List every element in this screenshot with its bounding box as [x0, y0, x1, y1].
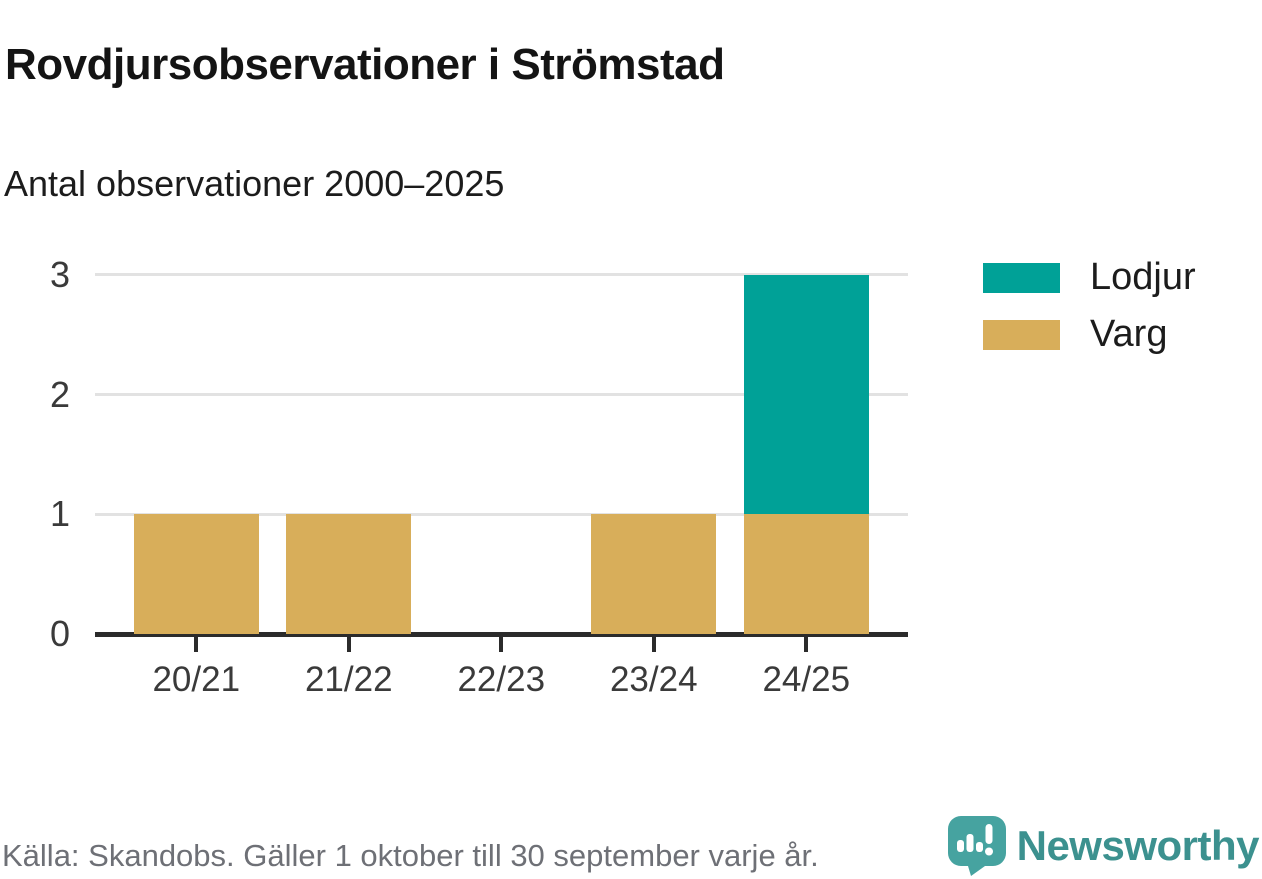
y-axis-tick-label: 2 [49, 373, 70, 415]
legend-label-lodjur: Lodjur [1090, 256, 1196, 298]
gridline [95, 393, 908, 397]
x-axis-tick-label: 20/21 [152, 660, 241, 699]
newsworthy-speech-bubble-chart-icon [947, 816, 1006, 876]
chart-legend: Lodjur Varg [983, 256, 1196, 370]
y-axis-tick-label: 1 [49, 493, 70, 535]
bar-segment-lodjur [743, 274, 869, 515]
x-axis-tick [651, 637, 656, 652]
x-axis-line [95, 632, 908, 637]
x-axis-tick-label: 22/23 [457, 660, 546, 699]
legend-item-varg: Varg [983, 313, 1196, 356]
bar-segment-varg [286, 514, 412, 634]
legend-swatch-lodjur [983, 262, 1060, 293]
chart-title: Rovdjursobservationer i Strömstad [5, 40, 725, 90]
y-axis-tick-label: 3 [49, 253, 70, 295]
gridline [95, 273, 908, 277]
x-axis-tick [499, 637, 504, 652]
x-axis-tick-label: 24/25 [762, 660, 851, 699]
x-axis-tick-label: 21/22 [304, 660, 393, 699]
gridline [95, 512, 908, 516]
chart-subtitle: Antal observationer 2000–2025 [4, 162, 505, 204]
x-axis-tick-label: 23/24 [609, 660, 698, 699]
x-axis-tick [194, 637, 199, 652]
source-note: Källa: Skandobs. Gäller 1 oktober till 3… [2, 838, 819, 873]
legend-label-varg: Varg [1090, 313, 1168, 355]
newsworthy-logo: Newsworthy [947, 815, 1260, 876]
x-axis-tick [804, 637, 809, 652]
legend-item-lodjur: Lodjur [983, 256, 1196, 299]
newsworthy-wordmark: Newsworthy [1016, 821, 1260, 869]
x-axis-tick [346, 637, 351, 652]
bar-segment-varg [743, 514, 869, 634]
bar-segment-varg [133, 514, 259, 634]
bar-segment-varg [591, 514, 717, 634]
y-axis-tick-label: 0 [49, 613, 70, 654]
legend-swatch-varg [983, 319, 1060, 350]
